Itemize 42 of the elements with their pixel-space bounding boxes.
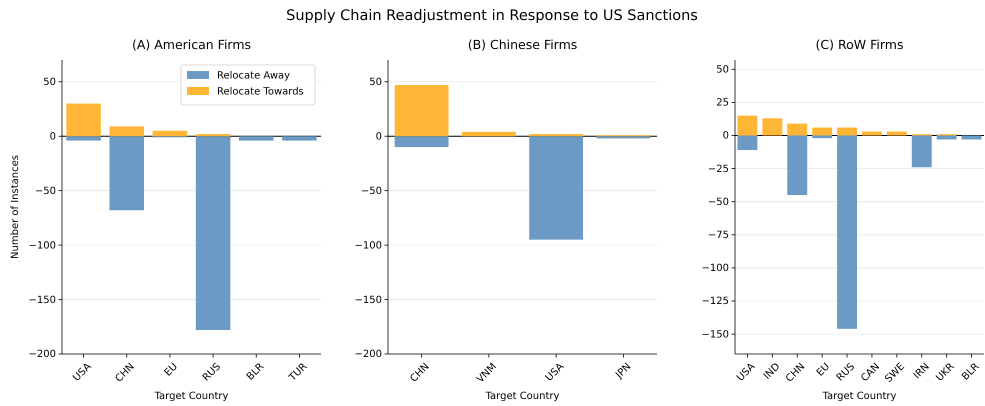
y-tick-label: −25: [708, 164, 729, 175]
y-tick-label: −200: [28, 349, 56, 360]
x-axis-title: Target Country: [484, 391, 560, 402]
y-tick-label: 0: [50, 131, 56, 142]
y-tick-label: −100: [28, 240, 56, 252]
chart-title: Supply Chain Readjustment in Response to US Sanctions: [286, 8, 698, 24]
y-tick-label: −150: [354, 294, 382, 306]
chart-subtitle: (A) American Firms: [132, 37, 252, 52]
y-tick-label: −50: [360, 186, 382, 197]
x-tick-label: BLR: [244, 361, 266, 383]
y-tick-label: −50: [34, 186, 56, 197]
x-axis-title: Target Country: [154, 391, 229, 402]
x-tick-label: USA: [544, 361, 566, 384]
y-axis-title: Number of Instances: [10, 155, 21, 259]
x-tick-label: EU: [162, 361, 180, 379]
y-tick-label: −75: [708, 230, 729, 242]
x-tick-label: UKR: [934, 361, 957, 384]
x-tick-label: EU: [814, 361, 832, 379]
x-tick-label: BLR: [960, 361, 982, 383]
x-axis-title: Target Country: [822, 391, 897, 402]
x-tick-label: USA: [71, 361, 94, 384]
y-tick-label: 50: [716, 64, 729, 76]
y-tick-label: 0: [376, 131, 382, 142]
x-tick-label: IRN: [912, 361, 932, 382]
y-tick-label: −100: [354, 240, 382, 252]
chart-subtitle: (B) Chinese Firms: [468, 37, 578, 52]
y-tick-label: −150: [702, 329, 729, 340]
y-tick-label: −150: [28, 294, 56, 306]
chart-subtitle: (C) RoW Firms: [816, 37, 904, 52]
x-tick-label: TUR: [286, 361, 310, 384]
y-tick-label: 50: [43, 76, 56, 88]
x-tick-label: IND: [762, 361, 783, 382]
legend-label: Relocate Away: [217, 70, 290, 82]
y-tick-label: 0: [722, 130, 729, 142]
y-tick-label: −50: [708, 196, 729, 208]
y-tick-label: 50: [369, 76, 382, 88]
y-tick-label: −125: [702, 296, 729, 308]
x-tick-label: USA: [735, 361, 758, 384]
legend-label: Relocate Towards: [217, 86, 304, 98]
y-tick-label: −200: [354, 349, 382, 360]
y-tick-label: 25: [716, 98, 729, 109]
y-tick-label: −100: [702, 263, 729, 274]
